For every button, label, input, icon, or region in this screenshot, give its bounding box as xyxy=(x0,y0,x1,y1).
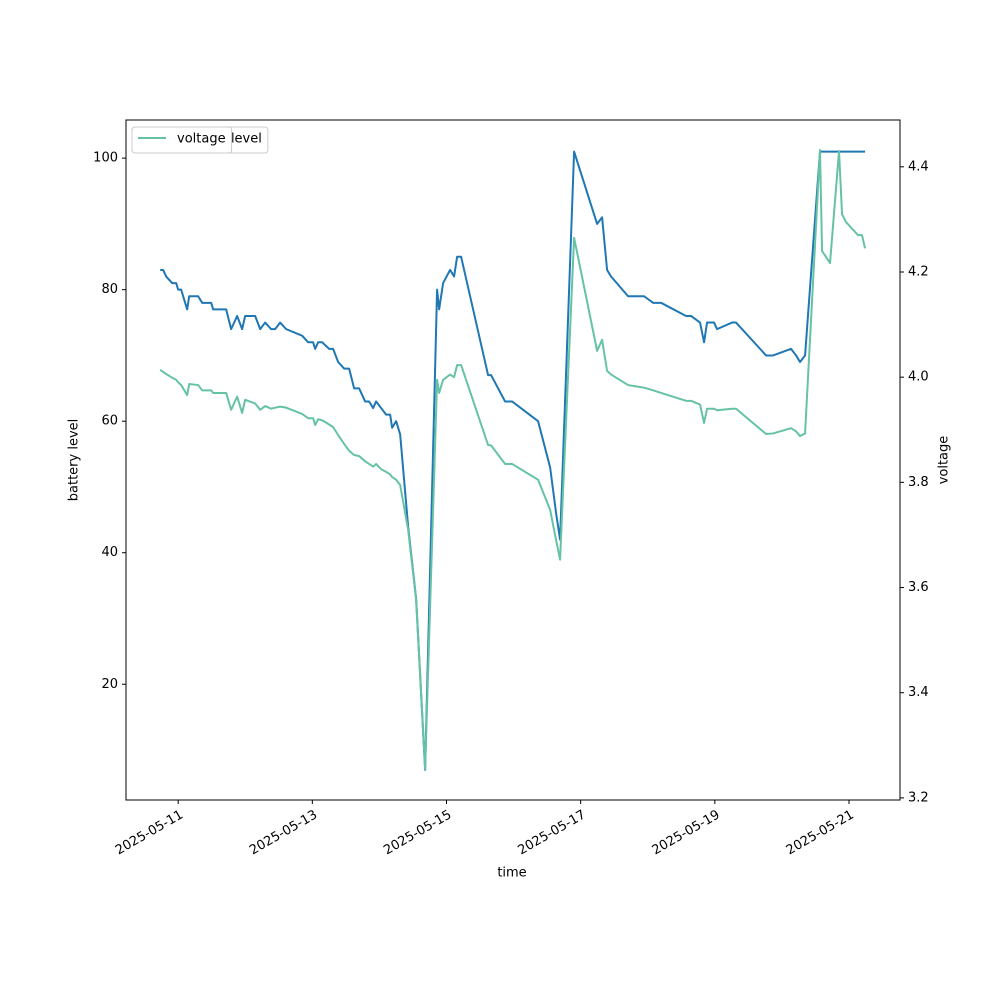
plot-frame xyxy=(125,119,901,801)
y-tick-label: 60 xyxy=(101,414,118,429)
y-tick-label: 20 xyxy=(101,677,118,692)
series-line xyxy=(159,148,866,770)
y2-tick-label: 4.4 xyxy=(908,159,929,174)
x-axis-label: time xyxy=(497,866,526,881)
legend-label: voltage xyxy=(177,132,226,147)
y2-tick-label: 4.0 xyxy=(908,370,929,385)
legend-box xyxy=(131,126,233,154)
y2-tick-label: 3.6 xyxy=(908,580,929,595)
y2-axis-label: voltage xyxy=(937,436,952,485)
y2-tick-label: 4.2 xyxy=(908,264,929,279)
legend: voltage xyxy=(131,126,233,154)
y2-tick-label: 3.2 xyxy=(908,790,929,805)
y2-tick-label: 3.4 xyxy=(908,685,929,700)
y-tick-label: 40 xyxy=(101,545,118,560)
y2-tick-label: 3.8 xyxy=(908,475,929,490)
y-tick-label: 80 xyxy=(101,282,118,297)
y-tick-label: 100 xyxy=(93,151,118,166)
y-axis-label: battery level xyxy=(67,419,82,502)
